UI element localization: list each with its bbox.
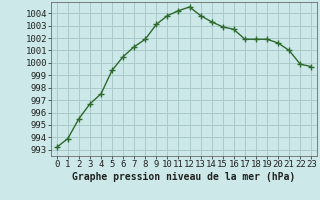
X-axis label: Graphe pression niveau de la mer (hPa): Graphe pression niveau de la mer (hPa) [72,172,296,182]
